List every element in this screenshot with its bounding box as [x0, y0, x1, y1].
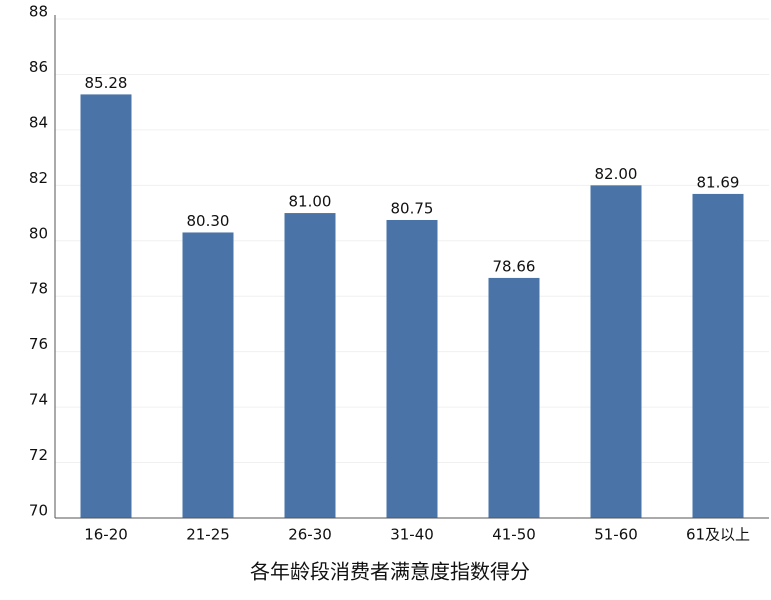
x-tick-label: 31-40: [390, 526, 434, 544]
data-label: 81.00: [289, 193, 332, 211]
y-tick-label: 82: [29, 169, 48, 187]
bar: [386, 219, 438, 518]
data-label: 78.66: [493, 257, 536, 275]
bar: [692, 193, 744, 518]
data-label: 80.30: [187, 212, 230, 230]
y-tick-label: 70: [29, 502, 48, 520]
y-tick-label: 80: [29, 224, 48, 242]
bar: [590, 185, 642, 519]
y-tick-label: 72: [29, 446, 48, 464]
x-tick-label: 51-60: [594, 526, 638, 544]
data-label: 82.00: [595, 165, 638, 183]
data-label: 81.69: [697, 173, 740, 191]
x-tick-label: 21-25: [186, 526, 230, 544]
x-tick-label: 61及以上: [686, 526, 750, 544]
y-tick-label: 76: [29, 335, 48, 353]
chart-title: 各年龄段消费者满意度指数得分: [250, 560, 530, 584]
y-tick-label: 84: [29, 113, 48, 131]
data-label: 85.28: [85, 74, 128, 92]
bar: [488, 277, 540, 518]
y-tick-label: 88: [29, 3, 48, 21]
bar: [80, 94, 132, 518]
x-tick-label: 26-30: [288, 526, 332, 544]
x-tick-label: 16-20: [84, 526, 128, 544]
x-tick-label: 41-50: [492, 526, 536, 544]
bar: [182, 232, 234, 518]
y-tick-label: 78: [29, 280, 48, 298]
data-label: 80.75: [391, 199, 434, 217]
y-tick-label: 74: [29, 391, 48, 409]
y-tick-label: 86: [29, 58, 48, 76]
bar: [284, 213, 336, 519]
